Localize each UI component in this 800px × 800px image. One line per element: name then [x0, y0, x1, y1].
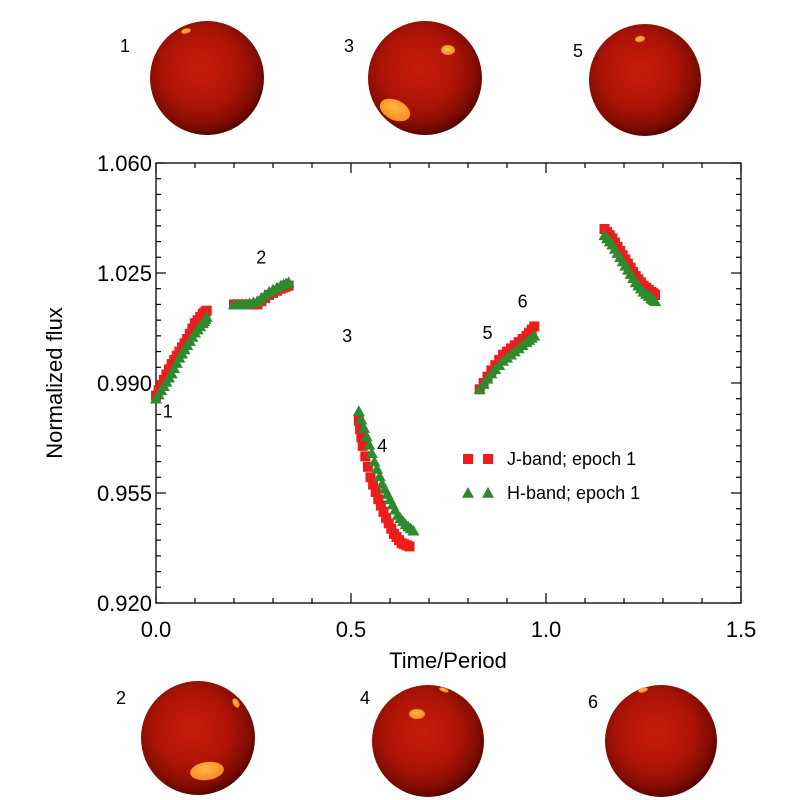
h-band-point [462, 487, 474, 498]
star-disk [605, 685, 717, 797]
x-tick-label: 1.5 [726, 617, 757, 642]
j-band-point [373, 494, 384, 505]
axis-ticks [155, 162, 742, 604]
j-band-point [182, 334, 193, 344]
h-band-point [360, 430, 373, 442]
legend: J-band; epoch 1 H-band; epoch 1 [462, 449, 640, 503]
y-tick-label: 0.955 [97, 481, 152, 506]
star-spot [379, 98, 411, 122]
j-band-point [386, 523, 397, 534]
j-band-point [365, 472, 376, 483]
h-band-point [482, 487, 494, 498]
j-band-point [383, 518, 394, 529]
phase-annotation: 5 [482, 323, 492, 343]
plot-frame [155, 162, 742, 604]
y-axis-title: Normalized flux [42, 307, 67, 459]
j-band-point [357, 440, 368, 451]
star-panel-label: 5 [573, 41, 583, 61]
phase-annotations: 1 2 3 4 5 6 [163, 248, 528, 457]
star-panel-5: 5 [573, 24, 701, 136]
j-band-point [184, 328, 195, 339]
star-panel-4: 4 [360, 685, 484, 797]
h-band-point [407, 524, 420, 536]
star-panel-label: 2 [116, 688, 126, 708]
x-axis-title: Time/Period [389, 648, 507, 673]
j-band-point [368, 479, 379, 490]
j-band-point [404, 541, 415, 552]
x-tick-label: 1.0 [531, 617, 562, 642]
h-band-point [355, 413, 368, 425]
y-tick-label: 0.990 [97, 371, 152, 396]
data-points [150, 224, 662, 552]
star-disk [150, 21, 264, 135]
y-tick-label: 1.025 [97, 261, 152, 286]
h-band-point [528, 329, 541, 341]
star-panel-label: 4 [360, 688, 370, 708]
star-disk [141, 681, 255, 795]
legend-label-j-band: J-band; epoch 1 [507, 449, 636, 469]
j-band-point [164, 364, 174, 375]
star-panel-6: 6 [588, 685, 717, 797]
phase-annotation: 4 [377, 436, 387, 456]
j-band-point [381, 513, 392, 524]
phase-annotation: 1 [163, 402, 173, 422]
star-panel-label: 6 [588, 692, 598, 712]
star-panel-1: 1 [120, 21, 264, 135]
star-disk [372, 685, 484, 797]
h-band-point [352, 405, 365, 417]
j-band-point [360, 451, 371, 462]
star-spot [635, 35, 645, 43]
x-tick-label: 0.0 [141, 617, 172, 642]
light-curve-chart: 0.0 0.5 1.0 1.5 0.920 0.955 0.990 1.025 1.060 1 2… [42, 151, 756, 673]
phase-annotation: 2 [256, 248, 266, 268]
legend-label-h-band: H-band; epoch 1 [507, 483, 640, 503]
star-spot [638, 687, 648, 693]
j-band-point [529, 321, 540, 332]
h-band-point [649, 295, 662, 307]
h-band-point [365, 447, 378, 458]
h-band-point [200, 311, 213, 322]
j-band-point [356, 432, 367, 443]
axis-tick-labels: 0.0 0.5 1.0 1.5 0.920 0.955 0.990 1.025 1.060 [97, 151, 756, 642]
j-band-point [158, 374, 169, 385]
star-panel-2: 2 [116, 681, 255, 795]
j-band-point [650, 290, 661, 300]
y-tick-label: 0.920 [97, 591, 152, 616]
j-band-point [201, 305, 212, 316]
star-panel-3: 3 [344, 21, 482, 135]
j-band-point [483, 454, 493, 464]
star-spot [190, 761, 224, 781]
star-spot [439, 687, 449, 693]
x-tick-label: 0.5 [336, 617, 367, 642]
h-band-point [282, 276, 295, 288]
y-tick-label: 1.060 [97, 151, 152, 176]
j-band-point [187, 323, 198, 334]
star-spot [181, 28, 191, 34]
star-panel-label: 3 [344, 36, 354, 56]
j-band-point [378, 506, 389, 517]
star-disk [589, 24, 701, 136]
j-band-point [370, 486, 381, 497]
j-band-point [375, 500, 386, 511]
phase-annotation: 3 [342, 326, 352, 346]
j-band-point [161, 369, 172, 380]
j-band-point [362, 461, 373, 472]
star-spot [441, 45, 455, 55]
phase-annotation: 6 [518, 292, 528, 312]
h-band-point [358, 422, 370, 433]
star-spot [409, 709, 425, 719]
star-panel-label: 1 [120, 36, 130, 56]
j-band-point [463, 454, 473, 464]
h-band-point [363, 438, 376, 450]
star-disk [368, 21, 482, 135]
legend-marks [462, 454, 494, 498]
star-spot [232, 698, 240, 708]
